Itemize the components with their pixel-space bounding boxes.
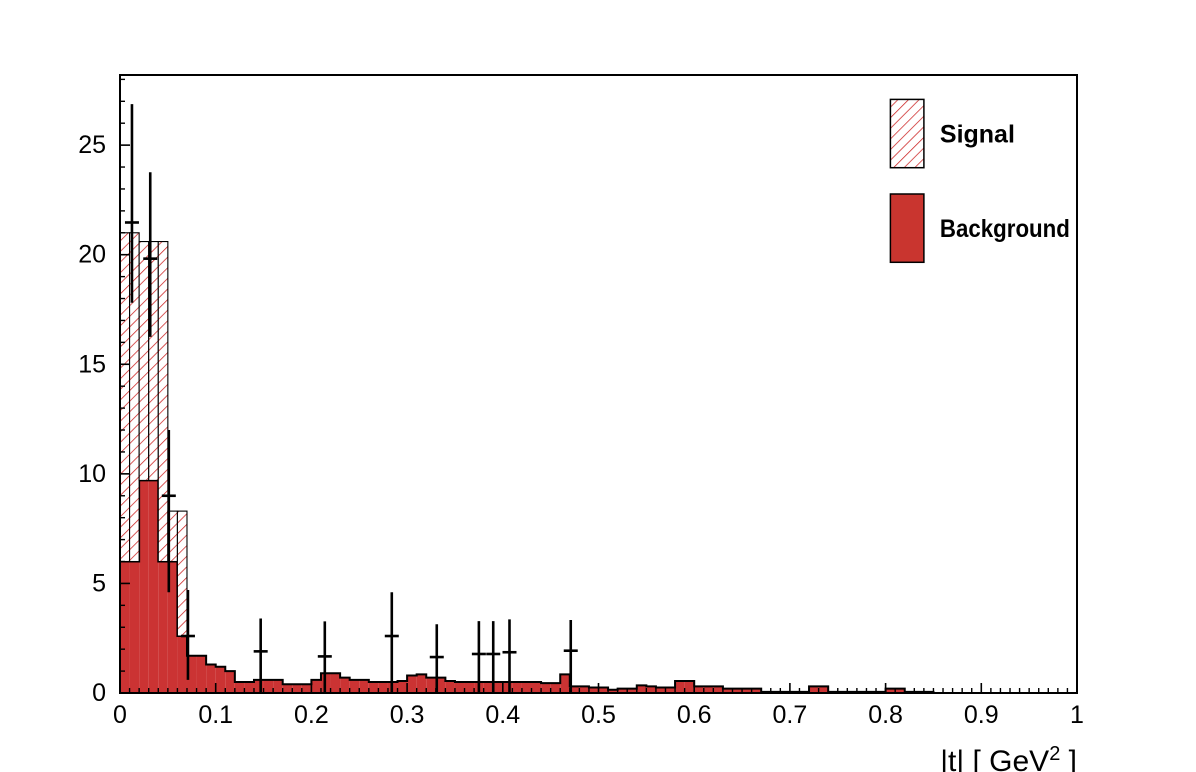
svg-text:1: 1 (1070, 701, 1084, 729)
svg-text:0.3: 0.3 (390, 701, 425, 729)
svg-text:0.6: 0.6 (677, 701, 712, 729)
svg-text:0.1: 0.1 (198, 701, 233, 729)
svg-text:5: 5 (92, 569, 106, 597)
svg-text:0.8: 0.8 (868, 701, 903, 729)
svg-text:15: 15 (78, 350, 106, 378)
svg-text:Background: Background (940, 215, 1070, 243)
svg-text:0.4: 0.4 (485, 701, 520, 729)
svg-text:10: 10 (78, 460, 106, 488)
svg-text:0: 0 (113, 701, 127, 729)
svg-text:0.2: 0.2 (294, 701, 329, 729)
svg-text:20: 20 (78, 241, 106, 269)
svg-text:0.5: 0.5 (581, 701, 616, 729)
svg-text:Signal: Signal (940, 121, 1015, 149)
svg-text:25: 25 (78, 131, 106, 159)
svg-text:0.7: 0.7 (773, 701, 808, 729)
svg-text:0.9: 0.9 (964, 701, 999, 729)
svg-text:0: 0 (92, 679, 106, 707)
